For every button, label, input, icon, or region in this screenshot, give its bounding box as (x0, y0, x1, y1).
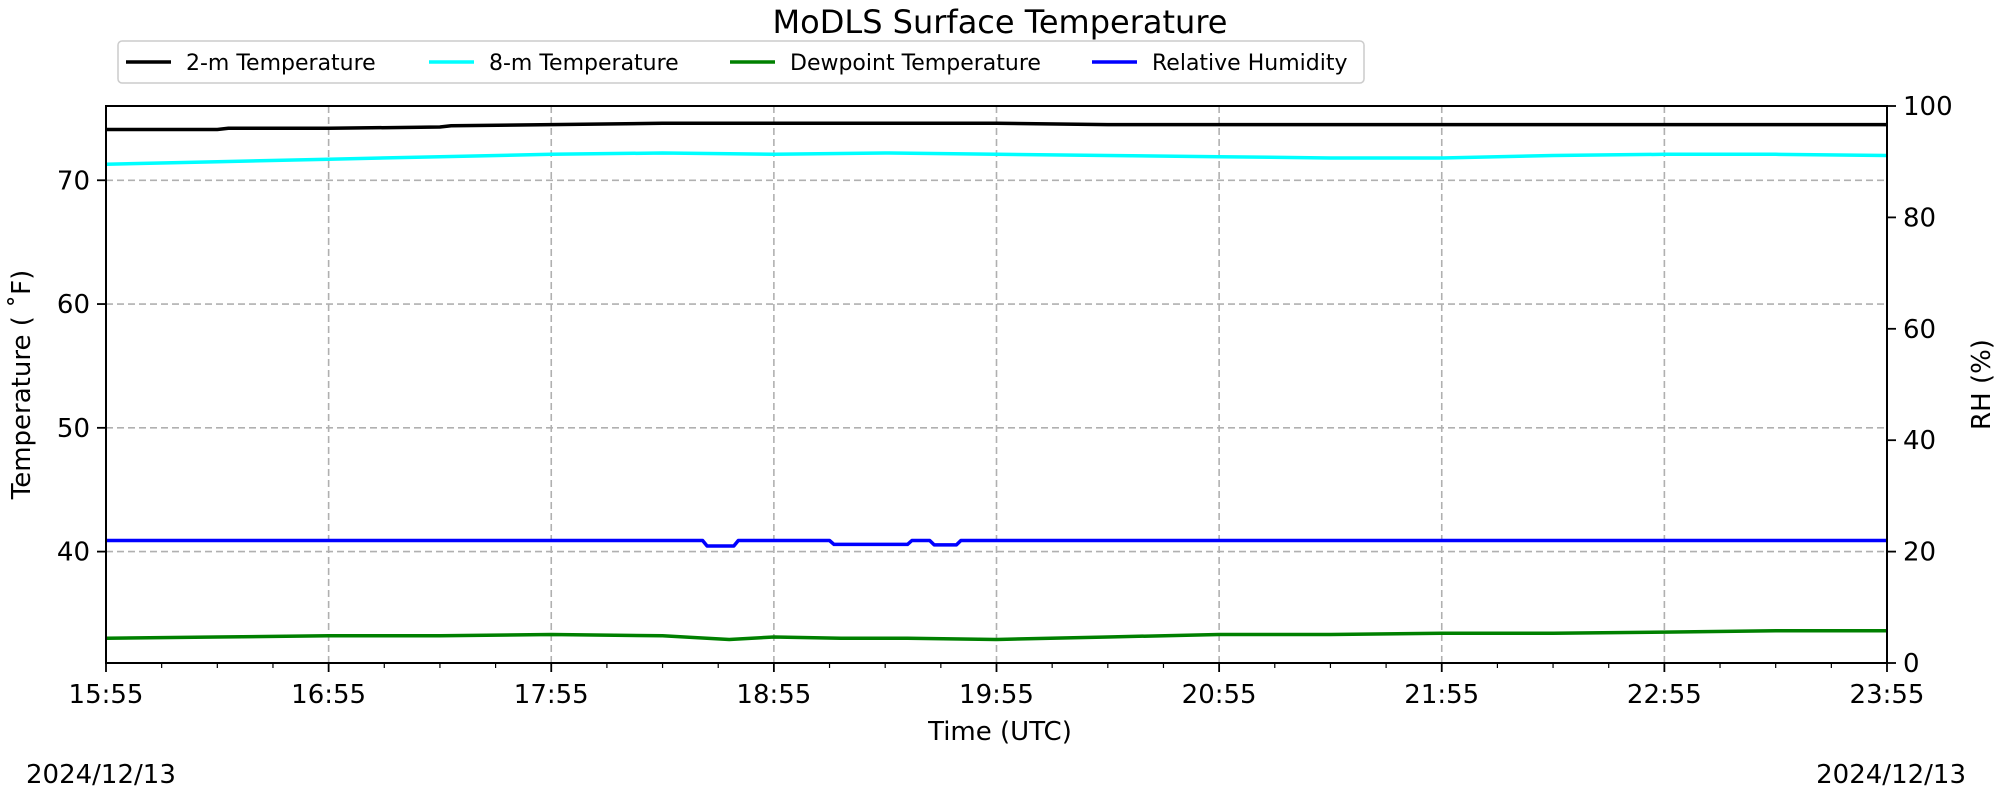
x-tick-label: 21:55 (1404, 680, 1479, 710)
y2-axis-label: RH (%) (1967, 339, 1997, 430)
legend-label: Relative Humidity (1152, 51, 1347, 76)
end-date-label: 2024/12/13 (1816, 760, 1966, 790)
y2-tick-label: 100 (1903, 92, 1953, 122)
legend-label: Dewpoint Temperature (790, 51, 1041, 76)
y2-tick-label: 40 (1903, 426, 1936, 456)
x-tick-label: 23:55 (1850, 680, 1925, 710)
y2-tick-label: 0 (1903, 649, 1920, 679)
y2-tick-label: 20 (1903, 538, 1936, 568)
x-tick-label: 15:55 (69, 680, 144, 710)
x-tick-label: 16:55 (291, 680, 366, 710)
x-tick-label: 20:55 (1182, 680, 1257, 710)
chart-title: MoDLS Surface Temperature (773, 3, 1228, 41)
series-line (106, 121, 1887, 132)
legend-label: 8-m Temperature (489, 51, 679, 76)
series-line (106, 538, 1887, 548)
legend-label: 2-m Temperature (186, 51, 376, 76)
y-axis-label: Temperature ( ˚F) (7, 270, 37, 500)
x-tick-label: 18:55 (736, 680, 811, 710)
y2-tick-label: 60 (1903, 315, 1936, 345)
x-tick-label: 17:55 (514, 680, 589, 710)
start-date-label: 2024/12/13 (26, 760, 176, 790)
series-line (105, 151, 1888, 166)
y-tick-label: 60 (57, 290, 90, 320)
x-axis-label: Time (UTC) (927, 717, 1072, 747)
y2-tick-label: 80 (1903, 203, 1936, 233)
y-tick-label: 70 (57, 166, 90, 196)
series-line (105, 629, 1887, 642)
x-tick-label: 22:55 (1627, 680, 1702, 710)
y-tick-label: 40 (57, 538, 90, 568)
y-tick-label: 50 (57, 414, 90, 444)
x-tick-label: 19:55 (959, 680, 1034, 710)
